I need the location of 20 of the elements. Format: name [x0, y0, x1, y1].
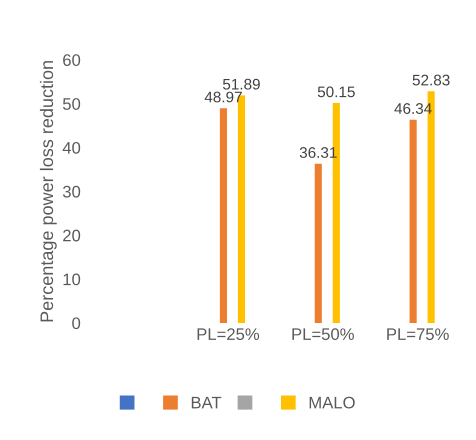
y-tick-label: 10 — [64, 274, 80, 286]
data-label: 51.89 — [222, 78, 260, 90]
data-label: 52.83 — [412, 74, 450, 86]
y-tick-label: 30 — [62, 186, 80, 198]
x-tick-label: PL=50% — [292, 328, 354, 340]
y-axis-title: Percentage power loss reduction — [40, 61, 57, 322]
x-tick-label: PL=25% — [198, 328, 260, 340]
y-tick-label: 60 — [63, 54, 80, 66]
data-label: 48.97 — [204, 92, 242, 102]
bar — [220, 108, 227, 323]
bar — [314, 164, 322, 323]
legend-label: MALO — [310, 396, 355, 409]
x-tick-label: PL=75% — [387, 328, 449, 340]
legend-label: BAT — [192, 396, 222, 408]
bar — [410, 120, 417, 323]
y-tick-label: 40 — [62, 142, 80, 154]
y-tick-label: 20 — [63, 230, 80, 242]
data-label: 50.15 — [318, 86, 355, 98]
y-tick-label: 0 — [72, 317, 80, 330]
y-tick-label: 50 — [62, 98, 80, 110]
